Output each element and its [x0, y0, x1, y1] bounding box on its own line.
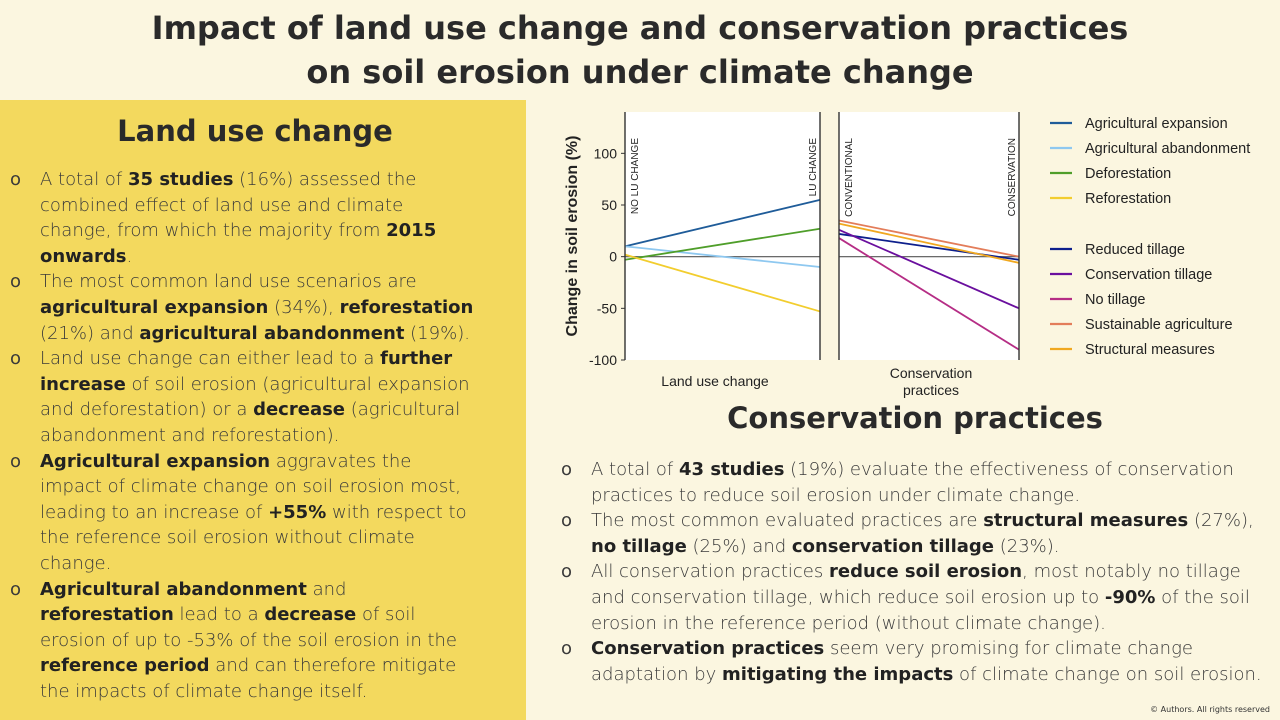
x-category-label: LU CHANGE: [808, 138, 819, 197]
land-use-bullet-2: The most common land use scenarios are a…: [0, 269, 478, 346]
title-line-2: on soil erosion under climate change: [306, 53, 974, 91]
x-category-label: CONSERVATION: [1007, 138, 1018, 216]
series-line: [624, 253, 821, 313]
legend-label: Sustainable agriculture: [1085, 317, 1233, 333]
conservation-heading: Conservation practices: [727, 401, 1103, 435]
land-use-bullet-1: A total of 35 studies (16%) assessed the…: [0, 167, 478, 269]
conservation-bullet-4: Conservation practices seem very promisi…: [551, 636, 1273, 687]
series-line: [838, 228, 1020, 310]
legend-label: Agricultural abandonment: [1085, 141, 1250, 157]
legend-label: Reforestation: [1085, 191, 1171, 207]
land-use-bullet-5: Agricultural abandonment and reforestati…: [0, 577, 478, 705]
land-use-bullets: A total of 35 studies (16%) assessed the…: [0, 167, 478, 704]
x-category-label: CONVENTIONAL: [844, 138, 855, 217]
land-use-bullet-3: Land use change can either lead to a fur…: [0, 346, 478, 448]
y-tick-label: -100: [589, 352, 617, 368]
series-line: [838, 237, 1020, 351]
y-axis-label: Change in soil erosion (%): [564, 136, 581, 337]
y-tick-label: 0: [609, 249, 617, 265]
series-line: [838, 222, 1020, 264]
x-axis-label: Conservation: [890, 365, 973, 381]
plot-area: [625, 112, 820, 360]
land-use-bullet-4: Agricultural expansion aggravates the im…: [0, 449, 478, 577]
x-category-label: NO LU CHANGE: [630, 138, 641, 214]
land-use-heading: Land use change: [117, 114, 393, 148]
legend-label: Structural measures: [1085, 342, 1215, 358]
conservation-bullet-1: A total of 43 studies (19%) evaluate the…: [551, 457, 1273, 508]
legend-label: Deforestation: [1085, 166, 1171, 182]
y-tick-label: 50: [601, 197, 617, 213]
conservation-bullet-3: All conservation practices reduce soil e…: [551, 559, 1273, 636]
legend-label: No tillage: [1085, 292, 1145, 308]
x-axis-label: Land use change: [661, 373, 769, 389]
legend-label: Agricultural expansion: [1085, 116, 1228, 132]
y-tick-label: 100: [594, 145, 618, 161]
legend-label: Conservation tillage: [1085, 267, 1212, 283]
series-line: [838, 219, 1020, 258]
series-line: [624, 227, 821, 261]
legend-label: Reduced tillage: [1085, 242, 1185, 258]
series-line: [624, 245, 821, 268]
x-axis-label: practices: [903, 382, 959, 398]
series-line: [624, 198, 821, 248]
conservation-bullet-2: The most common evaluated practices are …: [551, 508, 1273, 559]
copyright-notice: © Authors. All rights reserved: [1150, 705, 1270, 714]
plot-area: [839, 112, 1019, 360]
title-line-1: Impact of land use change and conservati…: [151, 9, 1129, 47]
page-title: Impact of land use change and conservati…: [0, 6, 1280, 94]
soil-erosion-chart: Change in soil erosion (%) -100 -50 0 50 100 N…: [564, 112, 1250, 398]
y-tick-label: -50: [597, 300, 617, 316]
conservation-bullets: A total of 43 studies (19%) evaluate the…: [551, 457, 1273, 687]
